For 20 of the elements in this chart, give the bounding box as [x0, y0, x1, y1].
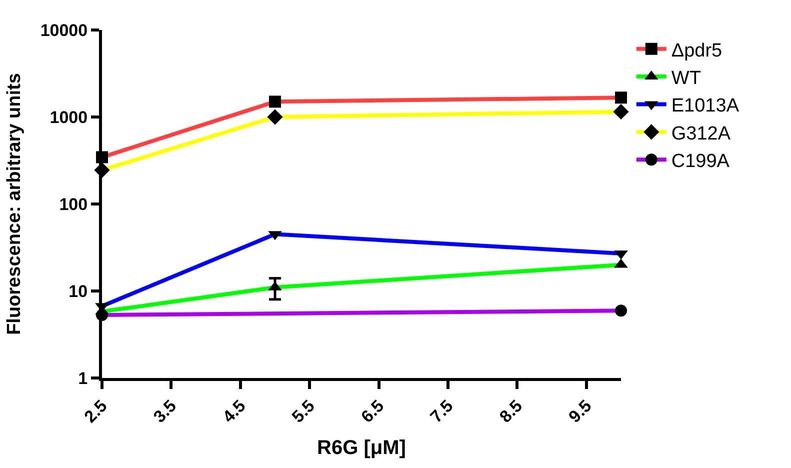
- legend-label: Δpdr5: [671, 40, 722, 62]
- x-tick-label: 4.5: [219, 396, 250, 426]
- y-tick-label: 1: [78, 368, 88, 388]
- legend-label: WT: [671, 68, 702, 89]
- x-tick-label: 7.5: [426, 396, 457, 426]
- x-tick-label: 3.5: [150, 396, 180, 426]
- legend-label: C199A: [671, 151, 730, 172]
- legend-label: E1013A: [671, 96, 740, 117]
- y-tick-label: 100: [59, 194, 88, 214]
- x-axis-title: R6G [μM]: [317, 436, 406, 459]
- y-axis-title: Fluorescence: arbitrary units: [4, 73, 26, 335]
- x-tick-label: 6.5: [357, 396, 388, 426]
- y-tick-label: 1000: [50, 108, 88, 127]
- x-tick-label: 9.5: [565, 396, 596, 426]
- y-tick-label: 10: [68, 282, 88, 301]
- legend-label: G312A: [671, 123, 731, 144]
- x-tick-label: 8.5: [496, 396, 526, 426]
- y-tick-label: 10000: [40, 20, 88, 40]
- x-tick-label: 2.5: [80, 396, 111, 426]
- x-tick-label: 5.5: [288, 396, 318, 426]
